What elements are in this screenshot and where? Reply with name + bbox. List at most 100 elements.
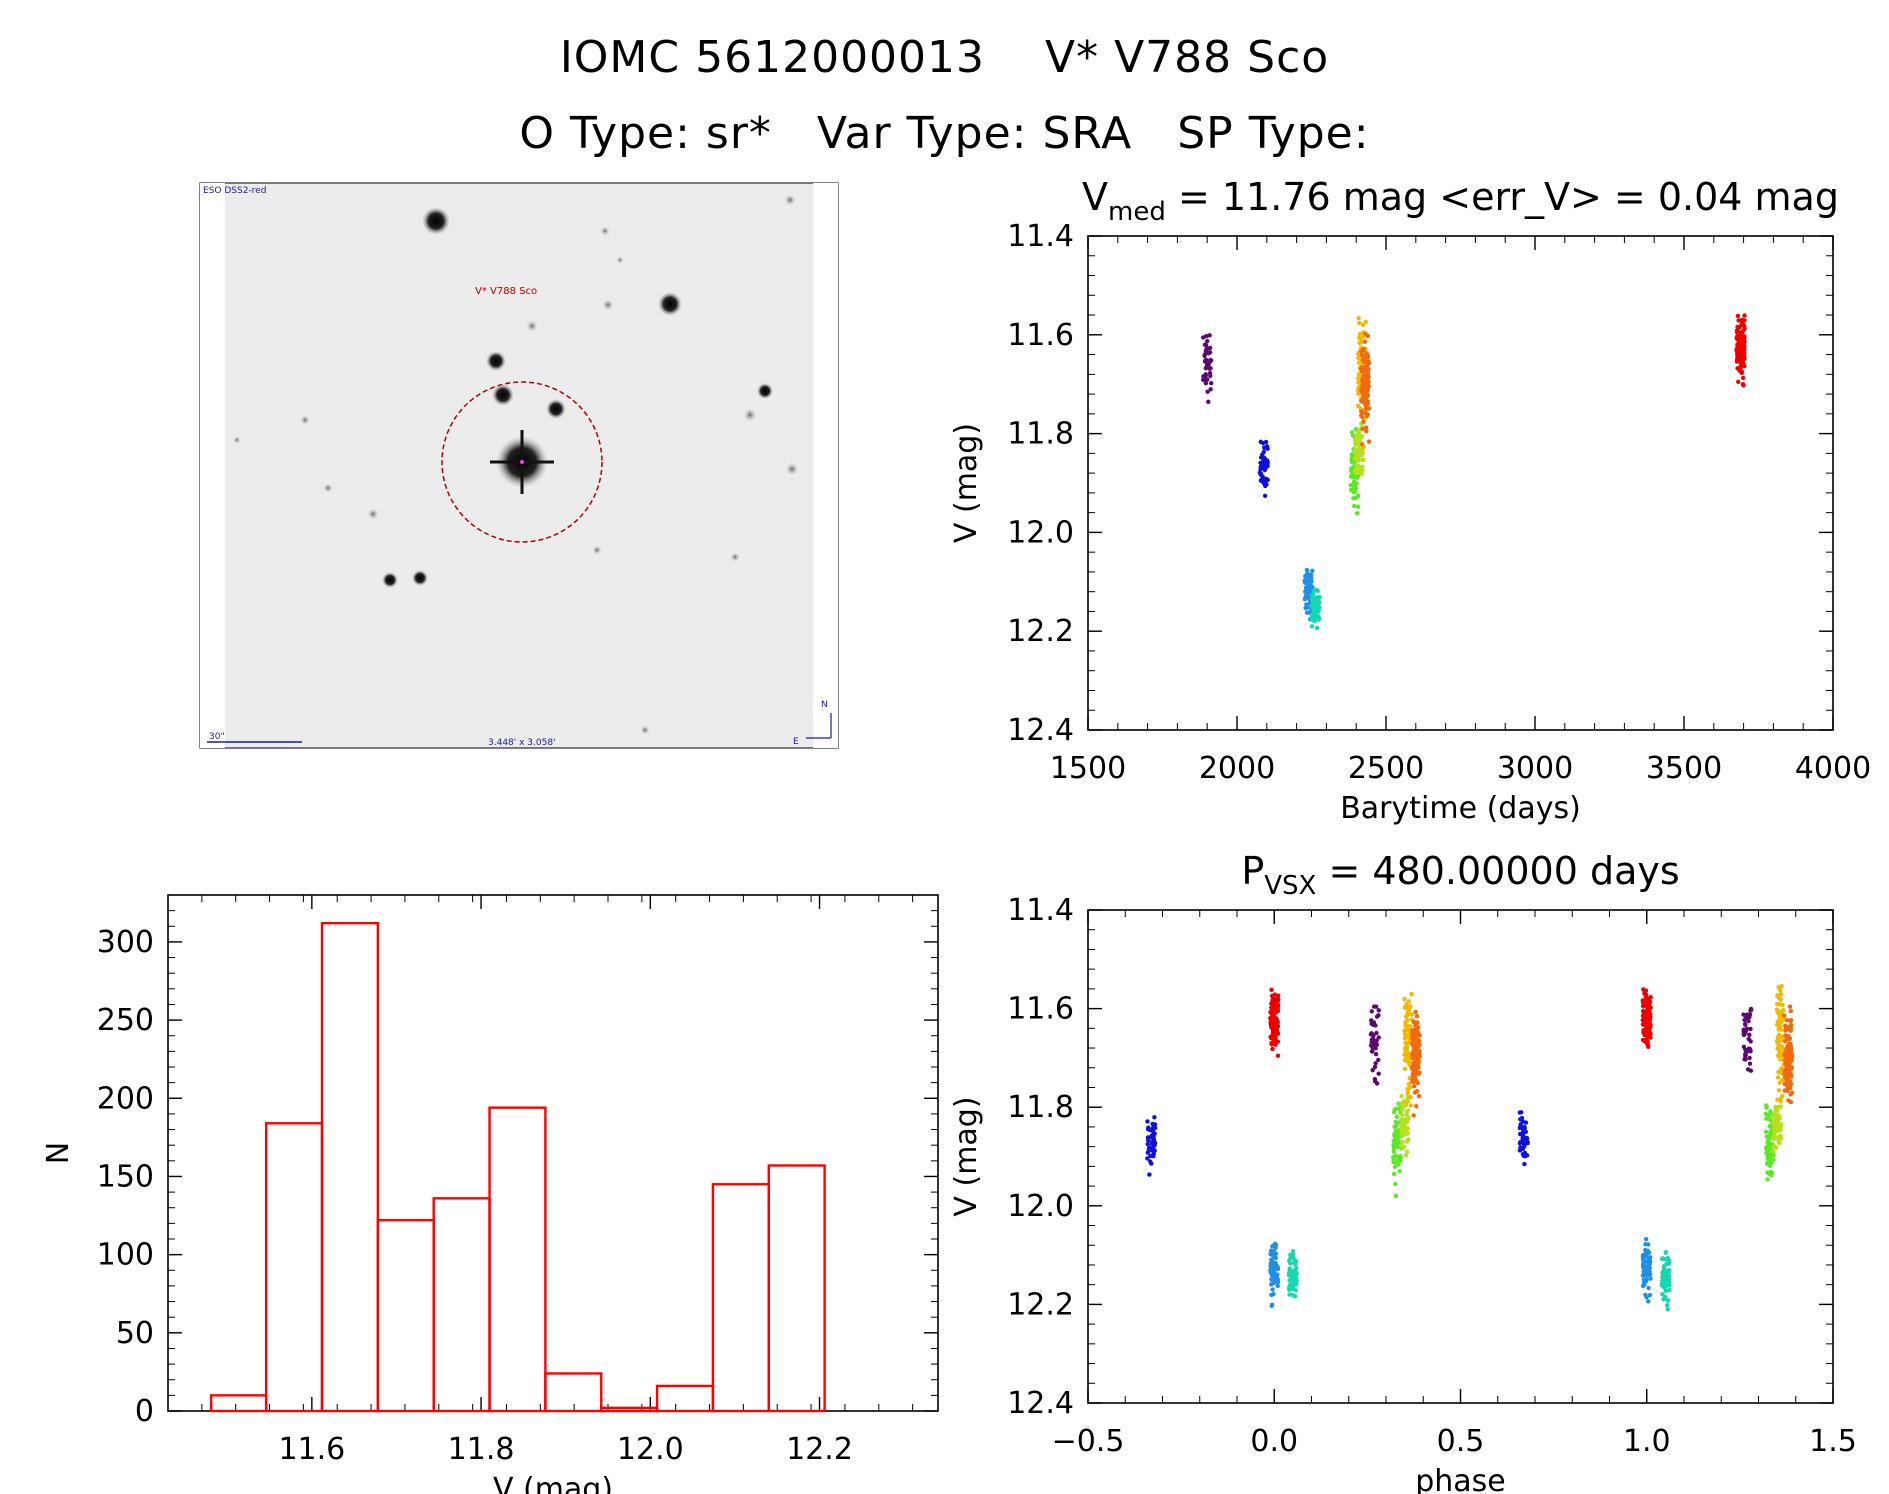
phased-point: [1640, 1022, 1646, 1027]
phased-point: [1402, 996, 1407, 1002]
phased-point: [1149, 1134, 1154, 1139]
phased-point: [1778, 1122, 1784, 1127]
lightcurve-point: [1208, 387, 1213, 392]
phased-point: [1399, 1131, 1405, 1137]
phased-point: [1369, 1049, 1375, 1054]
lightcurve-point: [1358, 331, 1364, 337]
lightcurve-point: [1736, 318, 1741, 323]
lightcurve-point: [1357, 320, 1362, 326]
scale-label: 30": [209, 732, 225, 742]
lightcurve-ytick-label: 12.4: [1007, 713, 1074, 748]
lightcurve-point: [1360, 357, 1366, 362]
phased-point: [1641, 1004, 1646, 1009]
phased-point: [1784, 1018, 1790, 1023]
phased-point: [1391, 1142, 1396, 1148]
lightcurve-point: [1735, 313, 1741, 319]
phased-point: [1412, 1084, 1417, 1089]
phased-xtick-label: 1.5: [1809, 1424, 1857, 1459]
phased-title-main: P: [1241, 849, 1264, 893]
phased-point: [1748, 1039, 1753, 1044]
phased-point: [1782, 1058, 1788, 1063]
phased-point: [1642, 1030, 1647, 1036]
phased-point: [1646, 1007, 1652, 1012]
phased-point: [1786, 1037, 1791, 1042]
phased-point: [1782, 1081, 1787, 1087]
lightcurve-point: [1354, 511, 1360, 516]
phased-point: [1640, 1283, 1646, 1289]
phased-point: [1765, 1177, 1770, 1182]
phased-point: [1271, 1028, 1276, 1033]
phased-point: [1411, 1113, 1416, 1118]
lightcurve-point: [1363, 389, 1368, 394]
lightcurve-title-main: V: [1082, 175, 1108, 219]
phased-point: [1414, 1022, 1419, 1028]
phased-point: [1742, 1021, 1748, 1027]
lightcurve-point: [1360, 442, 1365, 447]
lightcurve-ytick-label: 12.2: [1007, 614, 1074, 649]
lightcurve-point: [1354, 454, 1359, 459]
phased-point: [1294, 1282, 1299, 1287]
phased-point: [1771, 1135, 1776, 1140]
phased-point: [1644, 998, 1649, 1003]
phased-point: [1290, 1292, 1296, 1298]
phased-point: [1404, 1149, 1410, 1154]
phased-point: [1778, 1098, 1783, 1104]
phased-point: [1519, 1115, 1525, 1121]
phased-point: [1788, 1026, 1794, 1032]
lightcurve-point: [1304, 567, 1310, 573]
phased-point: [1399, 1112, 1405, 1118]
phased-point: [1402, 1004, 1408, 1010]
histogram-ytick-label: 0: [135, 1394, 154, 1429]
phased-point: [1648, 1276, 1653, 1281]
lightcurve-point: [1740, 352, 1745, 358]
lightcurve-point: [1203, 373, 1208, 378]
phased-point: [1785, 1086, 1790, 1091]
lightcurve-axes: 1500 2000 2500 3000 3500 4000 11.4 11.6 11.8 12.0…: [949, 175, 1871, 826]
histogram-bar: [655, 1384, 715, 1413]
phased-point: [1741, 1032, 1747, 1038]
phased-point: [1397, 1153, 1403, 1159]
phased-point: [1270, 1009, 1276, 1014]
phased-point: [1275, 1031, 1281, 1036]
phased-point: [1645, 1242, 1651, 1247]
phased-point: [1648, 1255, 1653, 1260]
lightcurve-point: [1366, 384, 1371, 389]
phased-point: [1405, 1108, 1411, 1113]
phased-point: [1767, 1111, 1773, 1117]
phased-point: [1775, 1008, 1780, 1013]
phased-point: [1645, 1272, 1650, 1277]
phased-point: [1788, 1056, 1793, 1061]
phased-point: [1153, 1125, 1158, 1131]
phased-point: [1777, 1016, 1783, 1022]
lightcurve-point: [1350, 453, 1355, 458]
phased-point: [1275, 1283, 1280, 1289]
phased-point: [1771, 1126, 1776, 1131]
lightcurve-point: [1353, 438, 1359, 443]
phased-point: [1647, 1259, 1653, 1264]
phased-point: [1746, 1046, 1751, 1051]
lightcurve-point: [1207, 333, 1212, 338]
phased-point: [1410, 1031, 1415, 1036]
lightcurve-xtick-label: 3500: [1646, 751, 1722, 786]
phased-point: [1642, 1269, 1648, 1274]
phased-point: [1642, 1038, 1647, 1044]
phased-point: [1661, 1297, 1666, 1302]
lightcurve-point: [1356, 442, 1362, 447]
phased-point: [1748, 1026, 1753, 1032]
phased-xtick-label: −0.5: [1052, 1424, 1125, 1459]
histogram-xtick-label: 11.8: [448, 1432, 515, 1467]
lightcurve-point: [1205, 338, 1210, 344]
lightcurve-point: [1740, 375, 1746, 381]
phased-point: [1775, 1046, 1780, 1051]
lightcurve-point: [1737, 325, 1742, 330]
phased-point: [1413, 1009, 1418, 1015]
phased-point: [1269, 1001, 1274, 1007]
phased-point: [1765, 1161, 1770, 1166]
phased-point: [1376, 1035, 1381, 1040]
lightcurve-point: [1262, 483, 1268, 489]
lightcurve-ylabel: V (mag): [949, 423, 984, 543]
phased-point: [1741, 1044, 1747, 1050]
lightcurve-point: [1358, 340, 1363, 345]
compass: N E: [793, 700, 832, 747]
phased-point: [1404, 1027, 1410, 1032]
